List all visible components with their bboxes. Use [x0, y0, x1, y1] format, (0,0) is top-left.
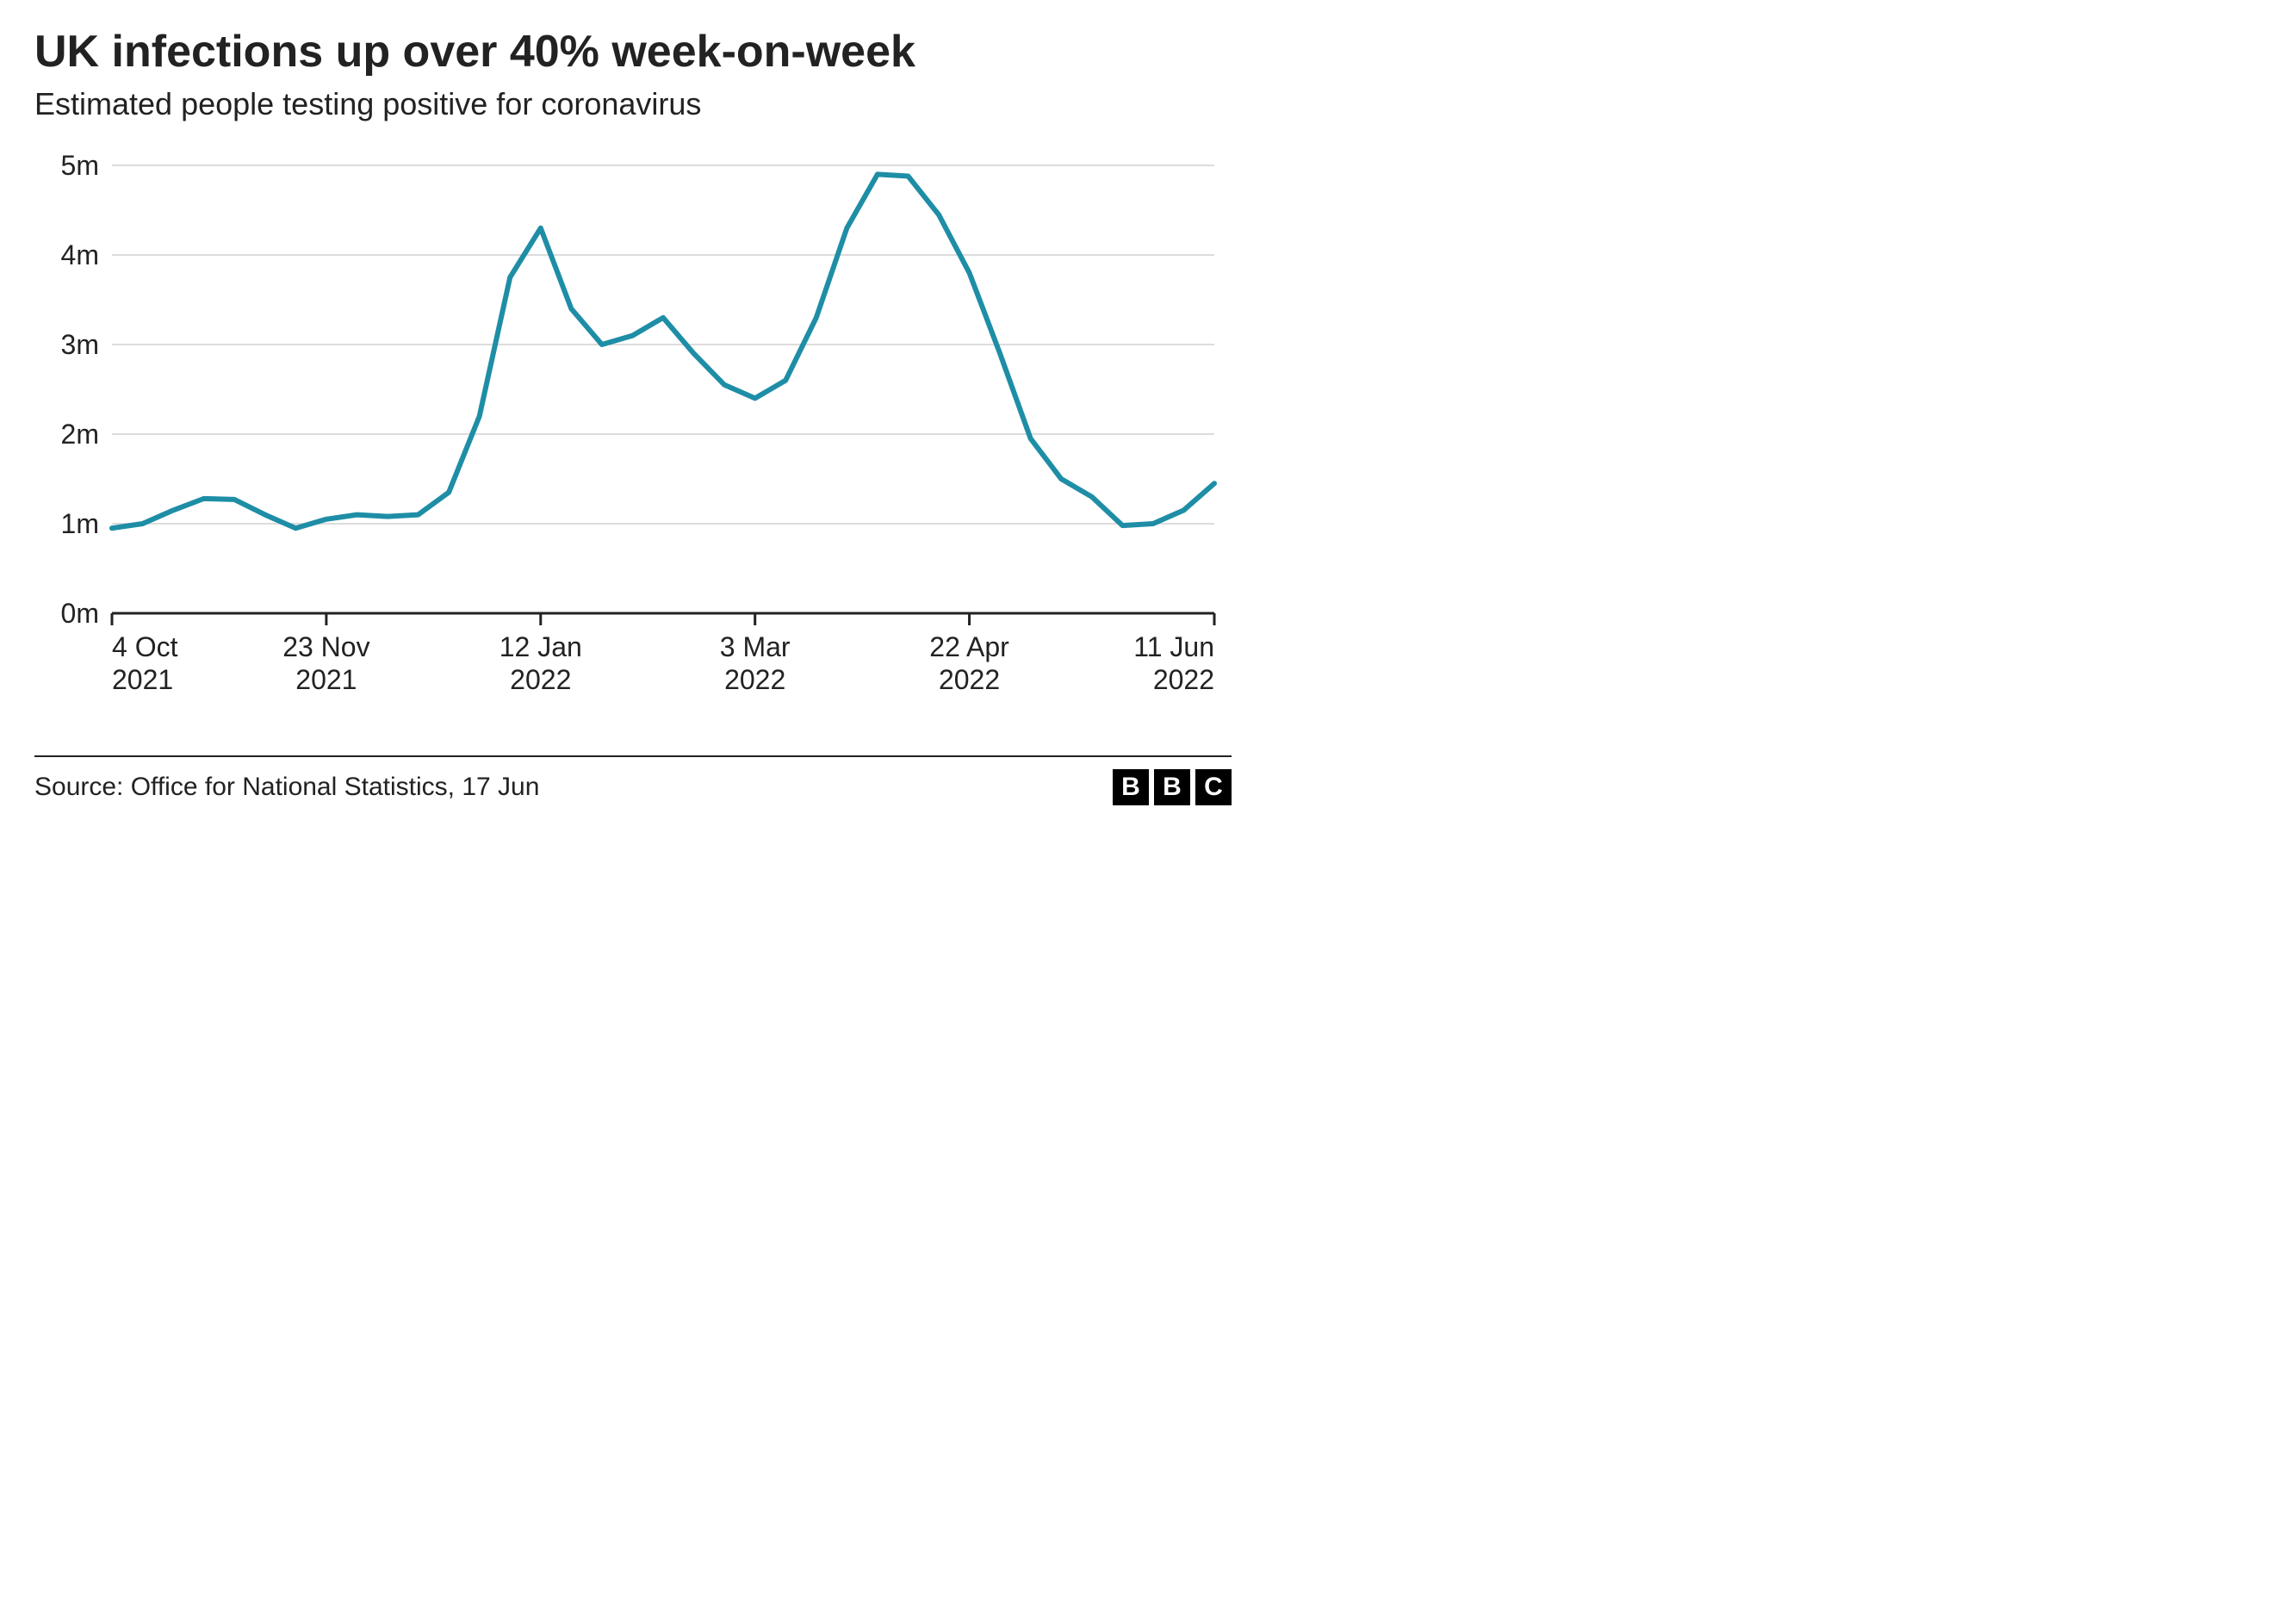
x-axis-label: 2021: [295, 664, 357, 695]
y-axis-label: 2m: [61, 419, 99, 450]
bbc-logo-box: B: [1154, 769, 1190, 805]
bbc-logo-box: C: [1195, 769, 1232, 805]
bbc-logo: BBC: [1113, 769, 1232, 805]
y-axis-label: 5m: [61, 150, 99, 181]
x-axis-label: 2022: [724, 664, 785, 695]
bbc-logo-box: B: [1113, 769, 1149, 805]
line-chart-svg: 0m1m2m3m4m5m4 Oct202123 Nov202112 Jan202…: [34, 148, 1232, 734]
x-axis-label: 2022: [510, 664, 571, 695]
x-axis-label: 11 Jun: [1133, 631, 1214, 662]
y-axis-label: 4m: [61, 239, 99, 270]
y-axis-label: 1m: [61, 508, 99, 539]
x-axis-label: 12 Jan: [500, 631, 582, 662]
x-axis-label: 4 Oct: [112, 631, 178, 662]
footer: Source: Office for National Statistics, …: [34, 755, 1232, 805]
y-axis-label: 3m: [61, 329, 99, 360]
x-axis-label: 2022: [939, 664, 1000, 695]
chart-subtitle: Estimated people testing positive for co…: [34, 86, 1232, 122]
y-axis-label: 0m: [61, 598, 99, 629]
chart-title: UK infections up over 40% week-on-week: [34, 26, 1232, 78]
x-axis-label: 23 Nov: [282, 631, 369, 662]
x-axis-label: 22 Apr: [929, 631, 1009, 662]
x-axis-label: 2021: [112, 664, 173, 695]
x-axis-label: 2022: [1153, 664, 1214, 695]
source-text: Source: Office for National Statistics, …: [34, 773, 539, 802]
data-line: [112, 174, 1214, 528]
chart-card: UK infections up over 40% week-on-week E…: [0, 0, 1266, 823]
chart-area: 0m1m2m3m4m5m4 Oct202123 Nov202112 Jan202…: [34, 148, 1232, 738]
x-axis-label: 3 Mar: [720, 631, 791, 662]
